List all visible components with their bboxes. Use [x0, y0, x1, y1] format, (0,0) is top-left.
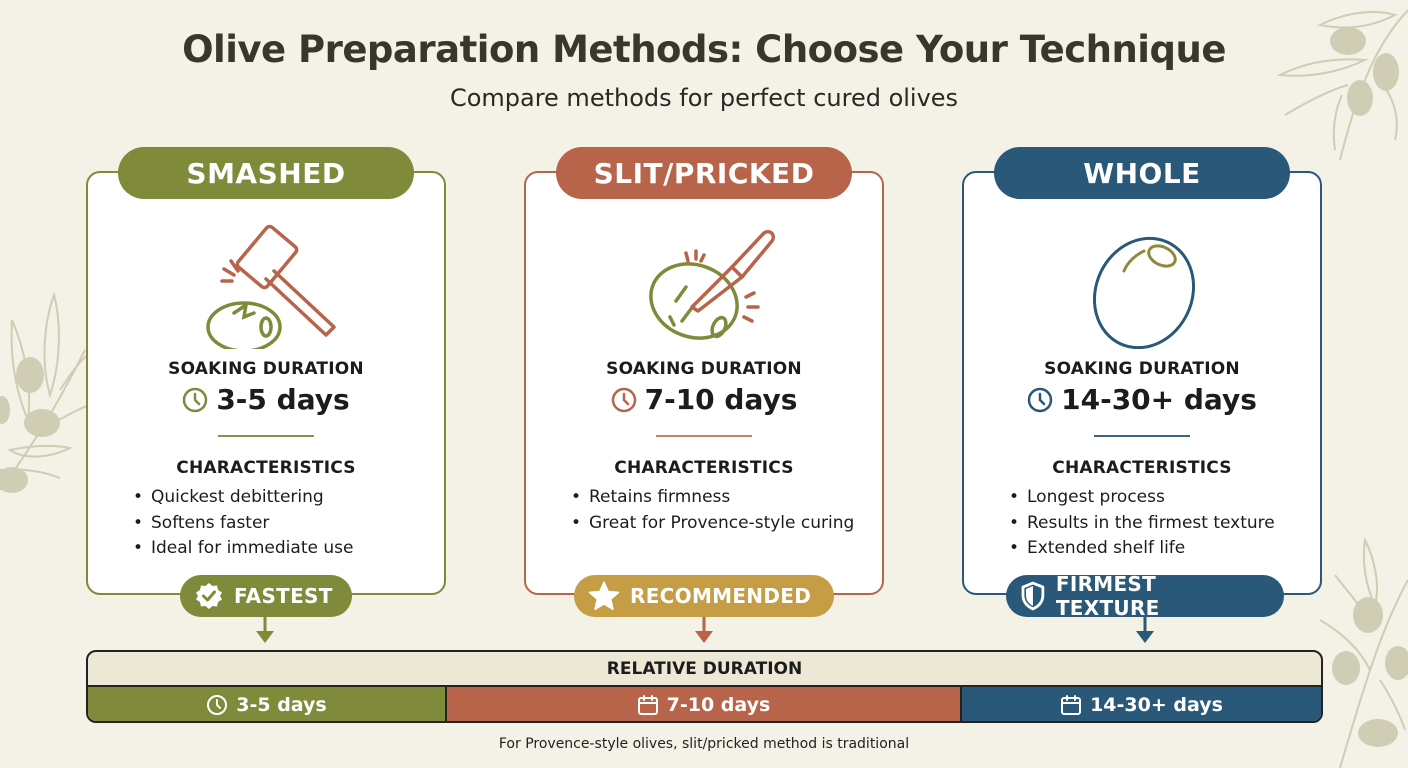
badge-label: FASTEST	[234, 584, 333, 608]
characteristic-item: Quickest debittering	[130, 485, 353, 511]
arrow-down-icon	[695, 617, 713, 643]
olive-branch-decoration-bottom-right	[1320, 536, 1408, 768]
soaking-duration-label: SOAKING DURATION	[606, 359, 802, 379]
method-header: SMASHED	[118, 147, 414, 199]
soaking-duration-value: 7-10 days	[644, 383, 798, 416]
characteristic-item: Softens faster	[130, 511, 353, 537]
arrow-down-icon	[1136, 617, 1154, 643]
duration-segment-label: 14-30+ days	[1090, 694, 1223, 716]
divider	[1094, 435, 1190, 437]
soaking-duration-value: 3-5 days	[216, 383, 350, 416]
duration-segment-label: 3-5 days	[236, 694, 327, 716]
star-icon	[588, 581, 620, 611]
characteristic-item: Great for Provence-style curing	[568, 511, 854, 537]
characteristics-label: CHARACTERISTICS	[614, 458, 794, 478]
characteristic-item: Extended shelf life	[1006, 536, 1275, 562]
calendar-icon	[637, 695, 658, 715]
soaking-duration-label: SOAKING DURATION	[168, 359, 364, 379]
characteristic-item: Longest process	[1006, 485, 1275, 511]
hammer-smashed-olive-icon	[206, 224, 336, 349]
characteristics-label: CHARACTERISTICS	[176, 458, 356, 478]
method-header: WHOLE	[994, 147, 1290, 199]
badge-label: FIRMEST TEXTURE	[1055, 572, 1160, 620]
shield-icon	[1021, 581, 1045, 611]
characteristic-item: Results in the firmest texture	[1006, 511, 1275, 537]
method-header: SLIT/PRICKED	[556, 147, 852, 199]
soaking-duration-label: SOAKING DURATION	[1044, 359, 1240, 379]
clock-icon	[611, 387, 636, 412]
check-badge-icon	[196, 583, 222, 609]
knife-slit-olive-icon	[649, 229, 776, 340]
badge-recommended: RECOMMENDED	[574, 575, 834, 617]
clock-icon	[207, 695, 228, 715]
relative-duration-title: RELATIVE DURATION	[88, 652, 1321, 687]
method-card-smashed: SMASHED SOAKING DURATION 3-5 days CHARAC…	[86, 147, 446, 595]
method-card-slit-pricked: SLIT/PRICKED SOAKING DURATION	[524, 147, 884, 595]
page-title: Olive Preparation Methods: Choose Your T…	[182, 28, 1226, 71]
characteristics-list: Longest process Results in the firmest t…	[1006, 485, 1275, 562]
relative-duration-bar: RELATIVE DURATION 3-5 days 7-10 days 14-…	[86, 650, 1323, 723]
page-subtitle: Compare methods for perfect cured olives	[449, 84, 959, 112]
duration-segment-label: 7-10 days	[666, 694, 771, 716]
duration-segment-slit: 7-10 days	[447, 687, 962, 721]
calendar-icon	[1061, 695, 1082, 715]
soaking-duration-value: 14-30+ days	[1061, 383, 1257, 416]
footnote: For Provence-style olives, slit/pricked …	[498, 736, 910, 752]
badge-label: RECOMMENDED	[630, 584, 812, 608]
characteristics-list: Retains firmness Great for Provence-styl…	[568, 485, 854, 536]
divider	[656, 435, 752, 437]
characteristic-item: Retains firmness	[568, 485, 854, 511]
duration-segment-whole: 14-30+ days	[962, 687, 1321, 721]
badge-fastest: FASTEST	[180, 575, 352, 617]
characteristic-item: Ideal for immediate use	[130, 536, 353, 562]
badge-firmest-texture: FIRMEST TEXTURE	[1006, 572, 1284, 620]
divider	[218, 435, 314, 437]
olive-branch-decoration-left	[0, 291, 90, 493]
characteristics-label: CHARACTERISTICS	[1052, 458, 1232, 478]
method-card-whole: WHOLE SOAKING DURATION 14-30+ days CHARA…	[962, 147, 1322, 595]
duration-segment-smashed: 3-5 days	[88, 687, 447, 721]
whole-olive-icon	[1092, 236, 1196, 349]
characteristics-list: Quickest debittering Softens faster Idea…	[130, 485, 353, 562]
arrow-down-icon	[256, 617, 274, 643]
clock-icon	[183, 387, 208, 412]
olive-branch-decoration-top-right	[1276, 9, 1408, 160]
clock-icon	[1027, 387, 1053, 412]
